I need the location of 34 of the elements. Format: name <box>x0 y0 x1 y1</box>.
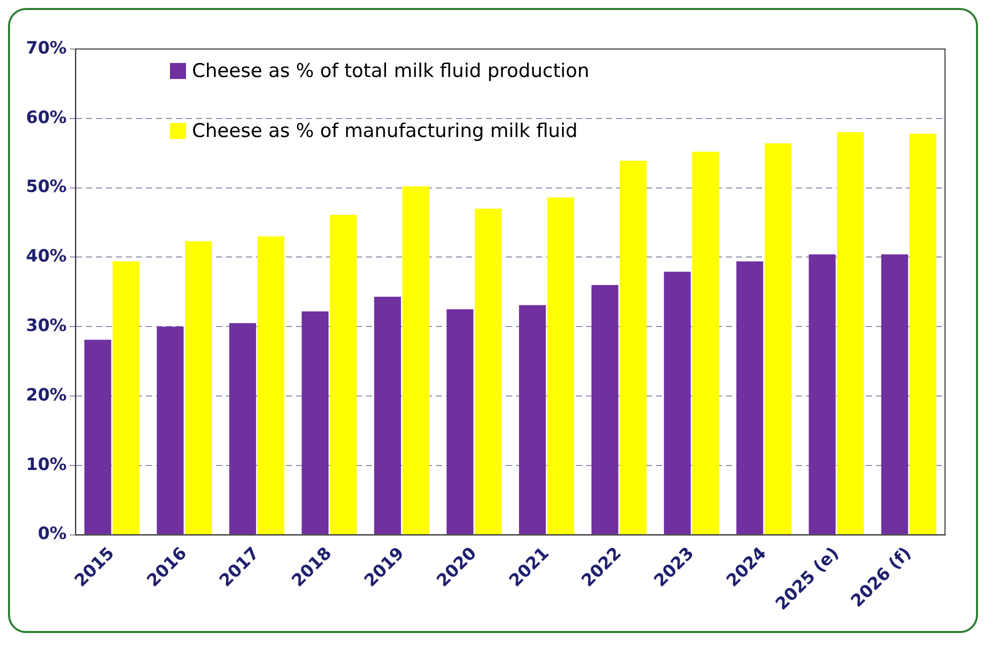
bar <box>229 323 256 534</box>
bar <box>519 305 546 534</box>
y-tick-label: 30% <box>26 316 67 336</box>
bar <box>837 132 864 534</box>
bar <box>402 186 430 534</box>
bar <box>474 208 502 534</box>
y-tick-label: 60% <box>26 108 67 128</box>
legend-label: Cheese as % of manufacturing milk fluid <box>192 120 578 142</box>
y-tick-label: 50% <box>26 177 67 198</box>
bar <box>185 241 212 534</box>
bar <box>692 152 719 534</box>
y-tick-label: 0% <box>38 524 67 544</box>
bar <box>664 272 691 534</box>
y-tick-label: 70% <box>26 38 67 58</box>
bar <box>909 134 936 534</box>
bar <box>547 198 574 534</box>
bar <box>302 311 329 534</box>
bar <box>84 340 112 534</box>
bar <box>764 143 792 534</box>
y-tick-label: 40% <box>26 246 67 267</box>
bar <box>620 160 647 534</box>
bar <box>156 326 184 534</box>
y-tick-label: 20% <box>26 385 67 406</box>
bar <box>258 236 284 534</box>
legend-label: Cheese as % of total milk fluid production <box>192 60 590 82</box>
bar <box>591 284 618 534</box>
bar <box>881 254 908 534</box>
bar <box>736 261 764 534</box>
bar <box>330 214 357 534</box>
bar <box>374 296 401 534</box>
bar <box>808 254 836 534</box>
bar <box>446 309 474 534</box>
y-tick-label: 10% <box>26 454 67 475</box>
bar <box>112 261 140 534</box>
